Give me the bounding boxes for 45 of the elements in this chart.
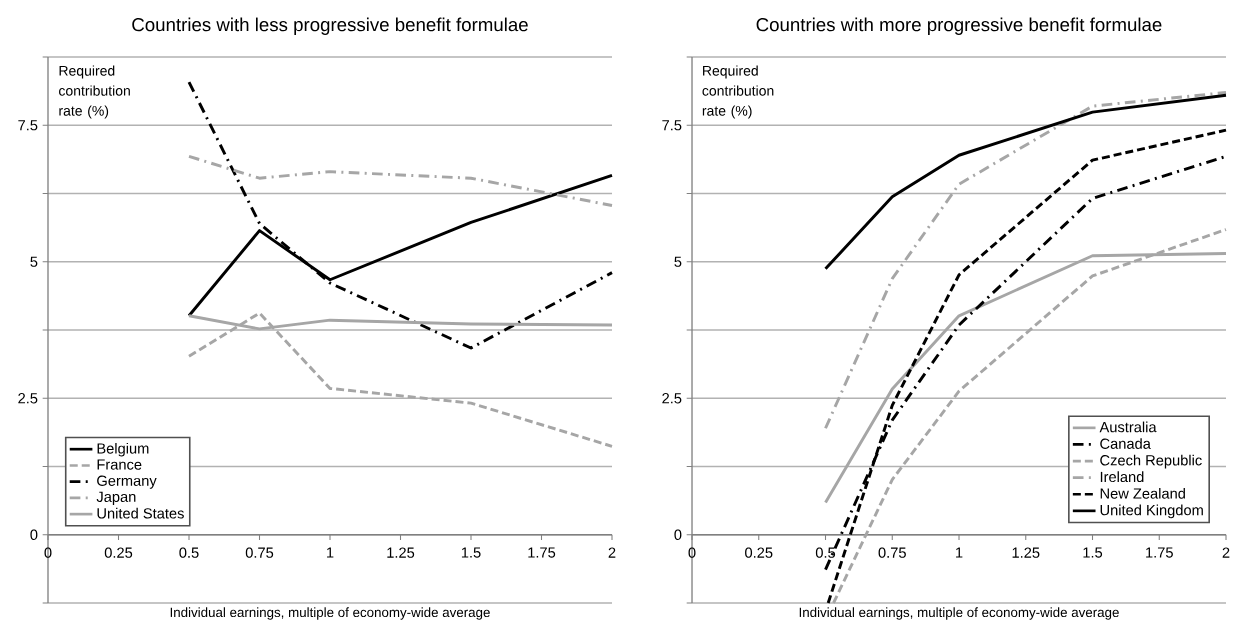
legend-label: Australia (1099, 421, 1157, 433)
legend-label: New Zealand (1100, 487, 1185, 499)
y-tick-label: 2.5 (18, 393, 38, 404)
x-tick-label: 1.25 (1012, 547, 1040, 558)
legend-label: Japan (96, 491, 136, 505)
y-tick-label: 5 (674, 256, 682, 267)
x-tick-label: 1 (956, 547, 963, 558)
legend-label: Ireland (1100, 471, 1144, 483)
x-tick-label: 1.5 (461, 547, 481, 558)
x-tick-label: 2 (608, 547, 616, 558)
x-tick-label: 0.25 (745, 547, 773, 558)
y-axis-title: Required contribution rate (%) (702, 65, 774, 119)
legend-label: Belgium (97, 442, 149, 457)
x-tick-label: 0 (688, 547, 696, 558)
chart-title: Countries with less progressive benefit formulae (132, 17, 528, 35)
x-tick-label: 1 (327, 547, 334, 558)
y-tick-label: 0 (674, 529, 682, 540)
x-tick-label: 0 (44, 547, 52, 558)
x-tick-label: 1.75 (528, 547, 556, 558)
chart-title: Countries with more progressive benefit formulae (756, 17, 1162, 35)
x-axis-title: Individual earnings, multiple of economy-wide average (170, 607, 490, 620)
x-tick-label: 0.25 (104, 547, 133, 558)
legend-label: Germany (97, 475, 157, 489)
y-tick-label: 0 (30, 529, 38, 540)
y-tick-label: 5 (30, 256, 38, 267)
x-tick-label: 0.75 (878, 547, 906, 558)
line-series (824, 93, 1228, 271)
legend-label: Canada (1100, 438, 1151, 449)
x-tick-label: 0.5 (179, 547, 199, 558)
y-tick-label: 2.5 (662, 393, 682, 404)
x-tick-label: 1.75 (1146, 547, 1173, 558)
x-tick-label: 2 (1222, 547, 1230, 558)
y-tick-label: 7.5 (18, 120, 38, 131)
legend-label: France (97, 459, 142, 470)
line-series (187, 80, 614, 350)
y-axis-title: Required contribution rate (%) (59, 65, 130, 119)
x-tick-label: 1.5 (1083, 547, 1103, 558)
legend-label: Czech Republic (1100, 454, 1202, 469)
x-axis-title: Individual earnings, multiple of economy-wide average (799, 607, 1119, 620)
x-tick-label: 1.25 (387, 547, 415, 558)
x-tick-label: 0.75 (245, 547, 274, 558)
y-tick-label: 7.5 (662, 120, 682, 131)
legend-label: United States (97, 507, 184, 519)
legend-label: United Kingdom (1100, 504, 1203, 519)
x-tick-label: 0.5 (815, 547, 836, 558)
